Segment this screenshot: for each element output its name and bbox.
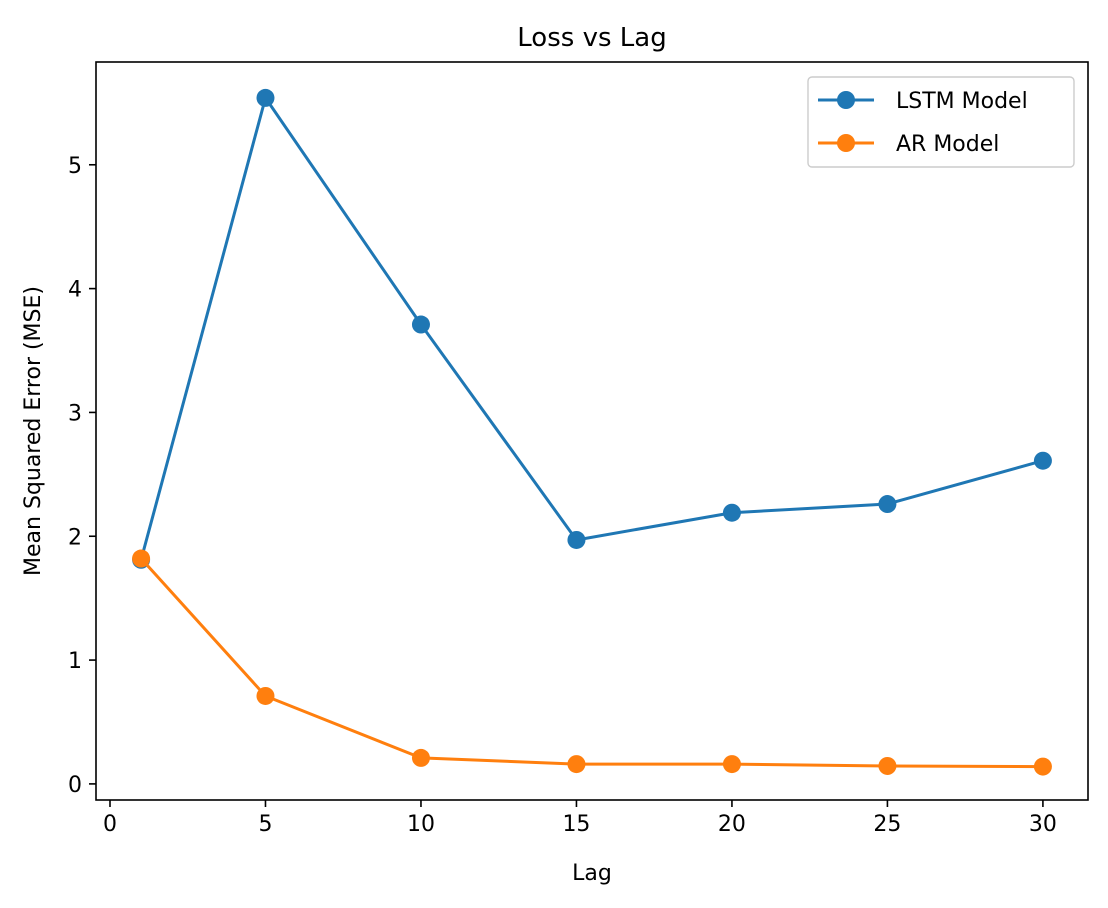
x-tick-label: 15 bbox=[562, 812, 590, 837]
legend-box bbox=[807, 76, 1075, 168]
series-2-point bbox=[878, 756, 897, 775]
series-2-point bbox=[567, 755, 586, 774]
legend: LSTM Model AR Model bbox=[807, 76, 1075, 168]
y-tick-label: 4 bbox=[68, 278, 82, 303]
y-tick-label: 5 bbox=[68, 154, 82, 179]
y-tick-label: 3 bbox=[68, 401, 82, 426]
chart-title: Loss vs Lag bbox=[517, 23, 666, 53]
x-tick-label: 30 bbox=[1029, 812, 1057, 837]
series-1-point bbox=[256, 88, 275, 107]
series-2-point bbox=[256, 686, 275, 705]
y-tick-label: 0 bbox=[68, 773, 82, 798]
series-1-point bbox=[722, 503, 741, 522]
legend-label-1: LSTM Model bbox=[896, 89, 1028, 114]
x-tick-label: 5 bbox=[258, 812, 272, 837]
legend-marker-2 bbox=[837, 134, 855, 152]
legend-marker-1 bbox=[837, 91, 855, 109]
series-1-point bbox=[1033, 451, 1052, 470]
x-axis-label: Lag bbox=[572, 861, 612, 886]
series-1-point bbox=[411, 315, 430, 334]
series-2-point bbox=[411, 748, 430, 767]
x-tick-label: 0 bbox=[103, 812, 117, 837]
x-tick-label: 20 bbox=[718, 812, 746, 837]
series-2-point bbox=[722, 755, 741, 774]
plot-layer: 0 5 10 15 20 25 30 0 1 2 3 4 5 bbox=[68, 88, 1057, 837]
series-2-point bbox=[132, 549, 151, 568]
series-1-point bbox=[878, 495, 897, 514]
y-tick-label: 2 bbox=[68, 525, 82, 550]
x-tick-label: 25 bbox=[873, 812, 901, 837]
x-tick-label: 10 bbox=[407, 812, 435, 837]
y-axis-label: Mean Squared Error (MSE) bbox=[21, 286, 46, 576]
y-tick-label: 1 bbox=[68, 649, 82, 674]
plot-frame bbox=[95, 61, 1089, 801]
series-1-point bbox=[567, 530, 586, 549]
legend-label-2: AR Model bbox=[896, 132, 999, 157]
series-2-point bbox=[1033, 757, 1052, 776]
